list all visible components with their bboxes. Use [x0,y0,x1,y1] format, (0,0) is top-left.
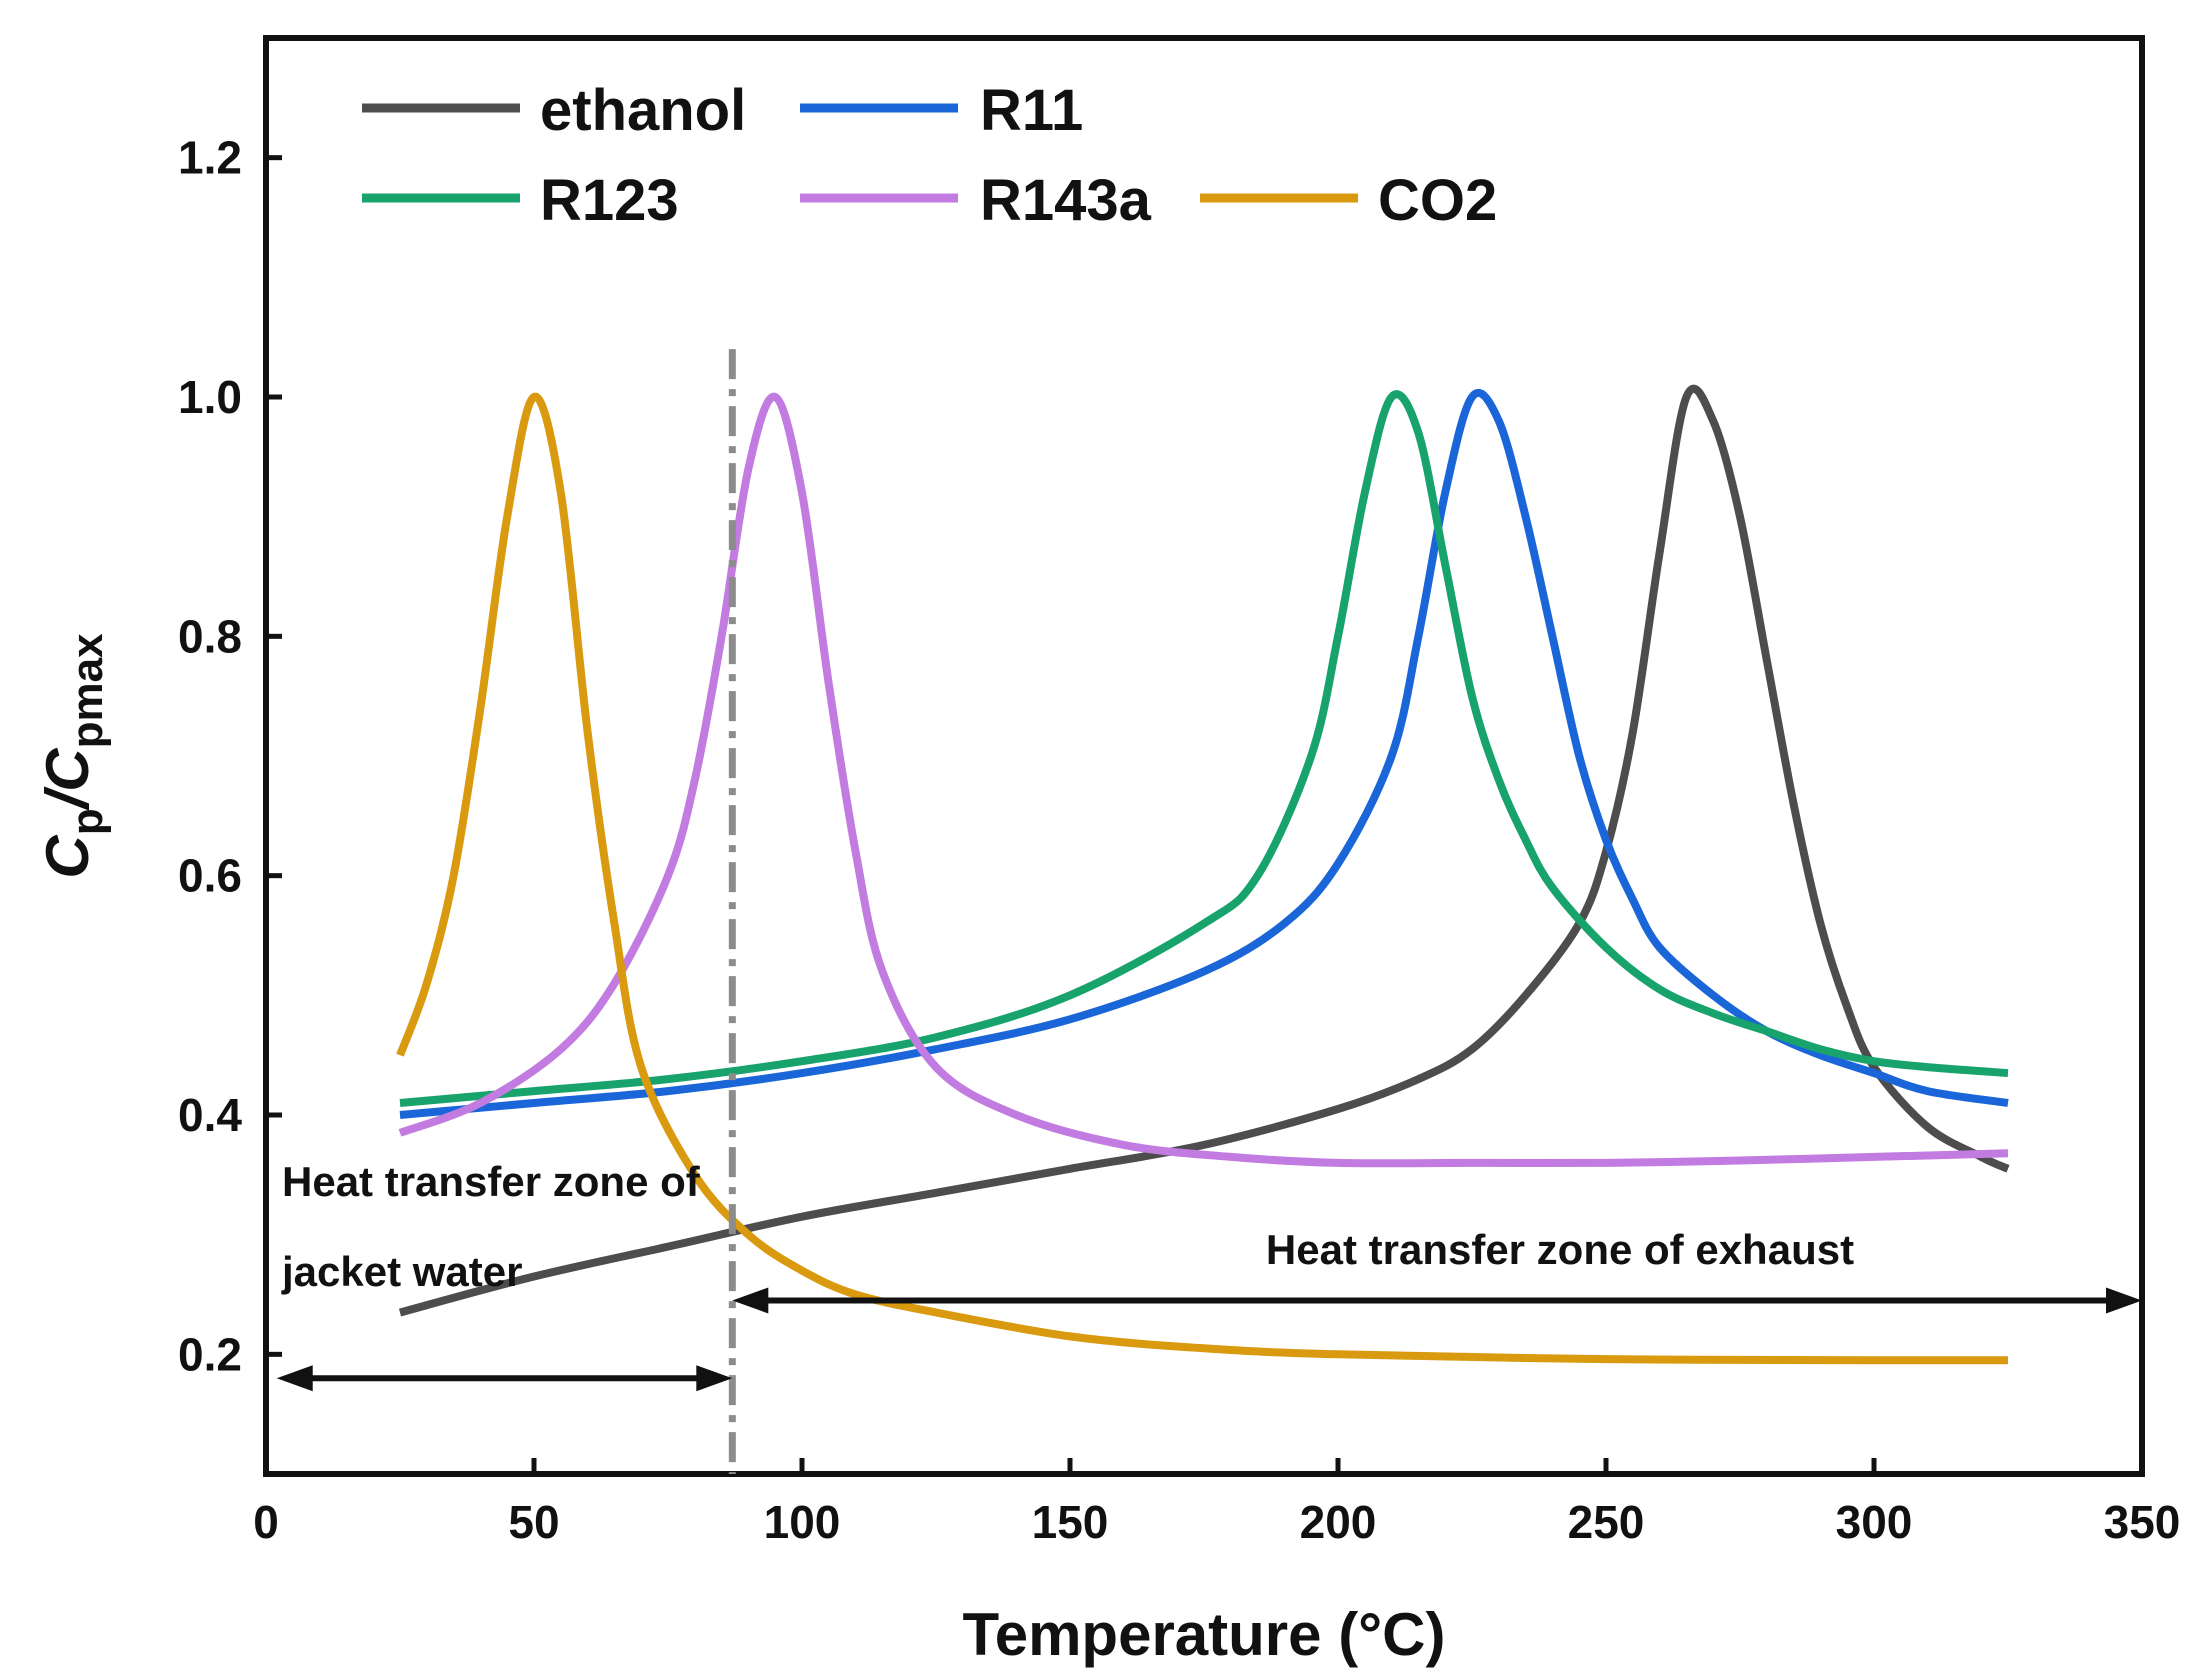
legend: ethanol R11 R123 R143a CO2 [362,78,1497,233]
series-line-r123 [399,390,2009,1107]
x-tick-label: 350 [2104,1496,2181,1548]
y-tick-label: 1.0 [178,371,242,423]
y-tick-label: 0.6 [178,850,242,902]
legend-label-ethanol: ethanol [540,78,746,143]
annotation-exhaust: Heat transfer zone of exhaust [1266,1226,1854,1273]
plot-area-frame [263,35,2145,1477]
series-line-r143a [398,392,2009,1168]
jacket-water-zone-arrow-head-left [276,1365,313,1392]
x-tick-label: 200 [1300,1496,1377,1548]
y-axis-title: Cp/Cpmax [34,633,112,879]
jacket-water-zone-arrow-head-right [696,1365,733,1392]
x-tick-label: 50 [508,1496,559,1548]
y-tick-label: 0.2 [178,1328,242,1380]
zone-arrows [276,1287,2142,1392]
x-tick-label: 250 [1568,1496,1645,1548]
x-axis-ticks: 0 50 100 150 200 250 300 350 [253,1458,2180,1548]
y-axis-ticks: 0.2 0.4 0.6 0.8 1.0 1.2 [178,132,282,1380]
series-line-co2 [396,392,2009,1365]
y-tick-label: 1.2 [178,132,242,184]
annotation-jacket-water-line2: jacket water [281,1248,522,1295]
x-tick-label: 0 [253,1496,279,1548]
exhaust-zone-arrow-head-left [732,1287,769,1314]
annotation-jacket-water-line1: Heat transfer zone of [282,1158,701,1205]
series-layer [396,384,2010,1365]
x-tick-label: 300 [1836,1496,1913,1548]
legend-label-r11: R11 [980,78,1083,143]
legend-label-r123: R123 [540,168,679,233]
x-tick-label: 150 [1032,1496,1109,1548]
y-tick-label: 0.4 [178,1089,242,1141]
legend-label-co2: CO2 [1378,168,1497,233]
series-line-r11 [399,389,2009,1119]
y-tick-label: 0.8 [178,610,242,662]
x-axis-title: Temperature (°C) [963,1601,1446,1668]
x-tick-label: 100 [764,1496,841,1548]
exhaust-zone-arrow-head-right [2106,1287,2142,1314]
series-line-ethanol [398,384,2010,1317]
legend-label-r143a: R143a [980,168,1152,233]
